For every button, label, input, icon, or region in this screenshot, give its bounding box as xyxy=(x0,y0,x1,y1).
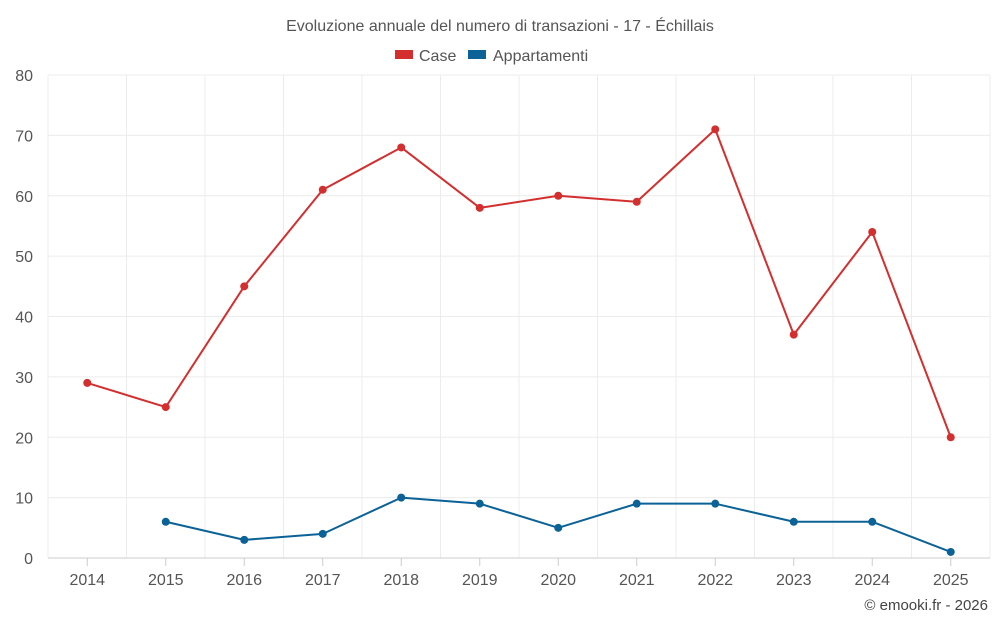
y-tick-label: 0 xyxy=(24,551,33,568)
data-point-appartamenti[interactable] xyxy=(475,499,484,508)
legend-label-appartamenti[interactable]: Appartamenti xyxy=(493,48,588,65)
gridlines xyxy=(47,74,991,559)
x-tick-label: 2018 xyxy=(383,572,419,589)
data-point-case[interactable] xyxy=(632,197,641,206)
data-point-case[interactable] xyxy=(318,185,327,194)
legend[interactable]: Case Appartamenti xyxy=(395,48,588,65)
data-point-case[interactable] xyxy=(789,330,798,339)
data-point-case[interactable] xyxy=(161,403,170,412)
data-point-appartamenti[interactable] xyxy=(868,517,877,526)
data-point-appartamenti[interactable] xyxy=(318,529,327,538)
data-point-appartamenti[interactable] xyxy=(240,535,249,544)
data-point-appartamenti[interactable] xyxy=(711,499,720,508)
y-tick-label: 10 xyxy=(15,491,33,508)
chart-title: Evoluzione annuale del numero di transaz… xyxy=(286,16,714,35)
data-point-appartamenti[interactable] xyxy=(632,499,641,508)
legend-swatch-case xyxy=(395,50,413,59)
y-axis: 0 10 20 30 40 50 60 70 80 xyxy=(15,68,33,568)
x-tick-label: 2017 xyxy=(305,572,341,589)
data-point-case[interactable] xyxy=(554,191,563,200)
y-tick-label: 50 xyxy=(15,249,33,266)
data-point-case[interactable] xyxy=(711,125,720,134)
data-point-appartamenti[interactable] xyxy=(946,547,955,556)
x-tick-label: 2024 xyxy=(854,572,890,589)
x-tick-label: 2025 xyxy=(933,572,969,589)
data-point-case[interactable] xyxy=(83,378,92,387)
credit-text: © emooki.fr - 2026 xyxy=(864,597,988,614)
data-point-case[interactable] xyxy=(946,433,955,442)
data-point-appartamenti[interactable] xyxy=(161,517,170,526)
x-tick-label: 2021 xyxy=(619,572,655,589)
y-tick-label: 30 xyxy=(15,370,33,387)
y-tick-label: 70 xyxy=(15,128,33,145)
x-tick-label: 2020 xyxy=(540,572,576,589)
series-case xyxy=(83,125,955,442)
data-point-case[interactable] xyxy=(397,143,406,152)
legend-swatch-appartamenti xyxy=(468,50,486,59)
y-tick-label: 40 xyxy=(15,310,33,327)
x-tick-label: 2023 xyxy=(776,572,812,589)
data-point-appartamenti[interactable] xyxy=(397,493,406,502)
legend-item-appartamenti[interactable]: Appartamenti xyxy=(468,48,588,65)
x-tick-label: 2015 xyxy=(148,572,184,589)
y-tick-label: 20 xyxy=(15,430,33,447)
x-axis: 2014 2015 2016 2017 2018 2019 2020 2021 2022 2023… xyxy=(48,557,990,589)
legend-item-case[interactable]: Case xyxy=(395,48,456,65)
data-point-appartamenti[interactable] xyxy=(789,517,798,526)
x-tick-label: 2019 xyxy=(462,572,498,589)
series xyxy=(83,125,955,556)
y-tick-label: 60 xyxy=(15,189,33,206)
series-appartamenti xyxy=(161,493,955,556)
data-point-case[interactable] xyxy=(475,203,484,212)
series-line-case xyxy=(86,128,952,438)
y-tick-label: 80 xyxy=(15,68,33,85)
x-tick-label: 2022 xyxy=(697,572,733,589)
x-tick-label: 2016 xyxy=(226,572,262,589)
data-point-appartamenti[interactable] xyxy=(554,523,563,532)
data-point-case[interactable] xyxy=(240,282,249,291)
legend-label-case[interactable]: Case xyxy=(419,48,456,65)
x-tick-label: 2014 xyxy=(69,572,105,589)
data-point-case[interactable] xyxy=(868,227,877,236)
